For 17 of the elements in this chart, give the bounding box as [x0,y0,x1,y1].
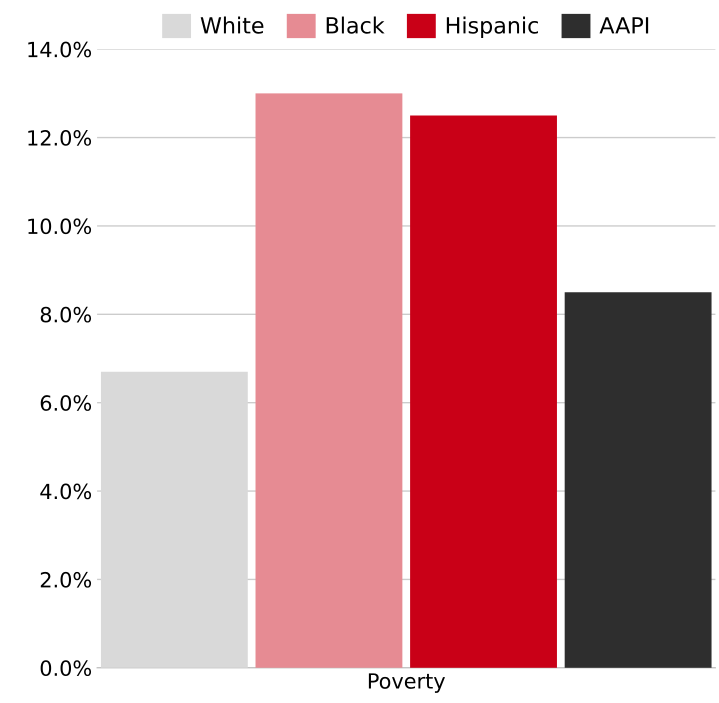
legend-label: Hispanic [446,16,538,38]
y-tick-label: 10.0% [28,218,92,234]
y-tick-label: 14.0% [28,42,92,58]
y-tick-label: 6.0% [40,395,92,411]
bar [410,115,557,668]
y-tick-label: 0.0% [40,660,92,676]
bar [100,372,248,668]
bar [564,292,712,668]
y-tick-label: 12.0% [28,130,92,146]
legend-label: White [200,16,264,34]
legend-label: Black [326,16,385,34]
y-tick-label: 2.0% [40,572,92,588]
legend-label: AAPI [600,17,648,34]
y-tick-label: 8.0% [40,306,92,323]
y-tick-label: 4.0% [40,484,92,500]
bar [256,93,402,668]
x-tick-label: Poverty [368,673,445,693]
